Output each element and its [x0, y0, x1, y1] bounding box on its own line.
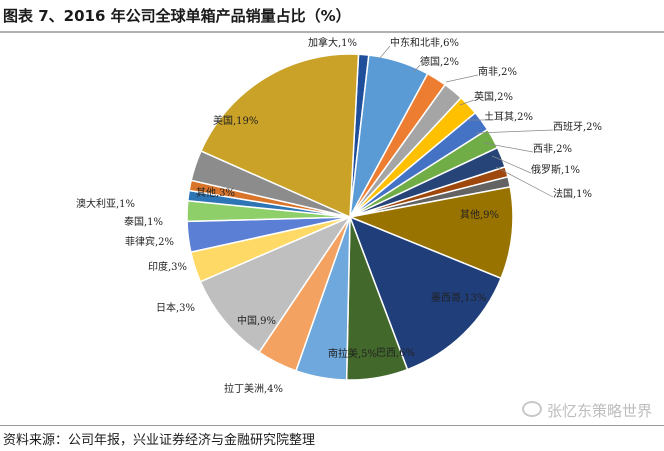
slice-label-8: 俄罗斯,1%: [531, 163, 580, 176]
source-note: 资料来源：公司年报，兴业证券经济与金融研究院整理: [3, 433, 316, 448]
slice-label-0: 加拿大,1%: [308, 36, 357, 49]
leader-lines: [379, 45, 554, 198]
chart-title: 图表 7、2016 年公司全球单箱产品销量占比（%）: [3, 7, 351, 25]
pie-slice-11: [348, 215, 503, 371]
slice-label-12: 巴西,6%: [376, 347, 415, 359]
watermark: 张忆东策略世界: [521, 400, 652, 421]
slice-label-2: 德国,2%: [420, 55, 459, 68]
slice-label-10: 其他,9%: [460, 208, 499, 221]
leader-line-6: [475, 129, 554, 134]
slice-label-9: 法国,1%: [553, 187, 592, 200]
slice-label-3: 南非,2%: [478, 65, 517, 78]
slice-label-1: 中东和北非,6%: [390, 36, 459, 49]
leader-line-2: [413, 64, 421, 73]
leader-line-1: [379, 45, 391, 59]
pie-slice-10: [347, 186, 514, 280]
pie-slices: [186, 53, 514, 381]
leader-line-8: [491, 155, 532, 174]
slice-label-11: 墨西哥,13%: [431, 292, 486, 304]
leader-line-7: [483, 142, 534, 153]
slice-label-15: 中国,9%: [237, 314, 276, 327]
chart-title-bar: 图表 7、2016 年公司全球单箱产品销量占比（%）: [0, 0, 664, 33]
leader-line-3: [445, 74, 479, 83]
title-divider: [0, 31, 664, 33]
slice-label-5: 土耳其,2%: [484, 110, 533, 123]
leader-line-4: [459, 99, 475, 106]
slice-label-7: 西非,2%: [533, 143, 572, 155]
slice-label-19: 泰国,1%: [124, 215, 163, 228]
watermark-text: 张忆东策略世界: [546, 402, 652, 420]
slice-label-6: 西班牙,2%: [553, 121, 602, 133]
slice-label-21: 其他,3%: [196, 186, 235, 199]
slice-label-20: 澳大利亚,1%: [76, 197, 135, 210]
slice-label-18: 菲律宾,2%: [125, 235, 174, 248]
slice-label-22: 美国,19%: [213, 114, 258, 127]
leader-line-9: [495, 166, 554, 198]
slice-label-13: 南拉美,5%: [328, 347, 377, 360]
source-divider: [0, 425, 664, 426]
slice-label-17: 印度,3%: [148, 260, 187, 273]
wechat-icon: [521, 401, 542, 417]
slice-label-14: 拉丁美洲,4%: [224, 382, 283, 395]
pie-slice-22: [200, 53, 360, 219]
slice-label-4: 英国,2%: [474, 90, 513, 103]
slice-label-16: 日本,3%: [156, 301, 195, 314]
pie-slice-15: [199, 215, 353, 354]
slice-labels: 加拿大,1% 中东和北非,6% 德国,2% 南非,2% 英国,2% 土耳其,2% 西班牙,2…: [76, 36, 602, 395]
